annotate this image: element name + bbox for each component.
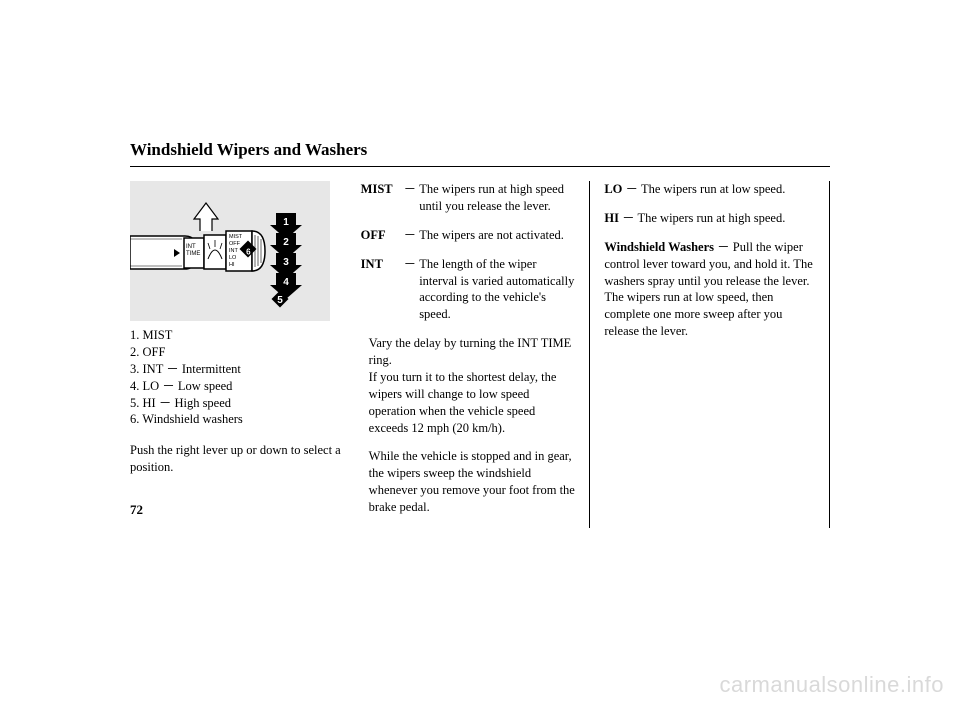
term-hi-body: The wipers run at high speed.: [637, 211, 785, 225]
callout-5: 5: [277, 295, 283, 306]
dash: －: [626, 182, 639, 196]
term-windshield-washers: Windshield Washers － Pull the wiper cont…: [604, 239, 819, 340]
content-columns: INT TIME MIST OFF INT LO HI: [130, 181, 830, 528]
term-hi-label: HI: [604, 211, 619, 225]
stalk-label-mist: MIST: [229, 234, 243, 240]
term-lo: LO － The wipers run at low speed.: [604, 181, 819, 198]
legend-1: 1. MIST: [130, 327, 345, 344]
term-ww-label: Windshield Washers: [604, 240, 714, 254]
column-2: MIST － The wipers run at high speed unti…: [355, 181, 591, 528]
page-title: Windshield Wipers and Washers: [130, 140, 830, 160]
page-number: 72: [130, 502, 143, 518]
term-lo-label: LO: [604, 182, 622, 196]
watermark: carmanualsonline.info: [719, 672, 944, 698]
term-ww-body: Pull the wiper control lever toward you,…: [604, 240, 812, 338]
term-int-label: INT: [361, 256, 401, 324]
callout-4: 4: [283, 277, 289, 288]
callout-1: 1: [283, 217, 289, 228]
column-3: LO － The wipers run at low speed. HI － T…: [590, 181, 830, 528]
legend-5: 5. HI － High speed: [130, 395, 345, 412]
term-off-label: OFF: [361, 227, 401, 244]
legend-4: 4. LO － Low speed: [130, 378, 345, 395]
term-mist: MIST － The wipers run at high speed unti…: [361, 181, 576, 215]
legend-2: 2. OFF: [130, 344, 345, 361]
term-off: OFF － The wipers are not activated.: [361, 227, 576, 244]
callout-6: 6: [246, 248, 251, 257]
term-mist-body: The wipers run at high speed until you r…: [419, 181, 575, 215]
wiper-stalk-svg: INT TIME MIST OFF INT LO HI: [130, 181, 330, 321]
stalk-label-int: INT: [229, 248, 239, 254]
dash: －: [401, 227, 420, 244]
col1-instruction: Push the right lever up or down to selec…: [130, 442, 345, 476]
dash: －: [717, 240, 730, 254]
term-mist-label: MIST: [361, 181, 401, 215]
dash: －: [401, 181, 420, 215]
term-int-body: The length of the wiper interval is vari…: [419, 256, 575, 324]
legend-6: 6. Windshield washers: [130, 411, 345, 428]
dash: －: [622, 211, 635, 225]
stalk-label-lo: LO: [229, 255, 237, 261]
int-para-1: Vary the delay by turning the INT TIME r…: [369, 335, 576, 436]
wiper-stalk-figure: INT TIME MIST OFF INT LO HI: [130, 181, 330, 321]
term-int: INT － The length of the wiper interval i…: [361, 256, 576, 324]
down-arrow-4: 4: [270, 273, 302, 299]
column-1: INT TIME MIST OFF INT LO HI: [130, 181, 355, 528]
int-para-2: While the vehicle is stopped and in gear…: [369, 448, 576, 516]
stalk-label-hi: HI: [229, 262, 235, 268]
label-int: INT: [186, 244, 196, 250]
term-off-body: The wipers are not activated.: [419, 227, 575, 244]
legend-3: 3. INT － Intermittent: [130, 361, 345, 378]
figure-legend: 1. MIST 2. OFF 3. INT － Intermittent 4. …: [130, 327, 345, 428]
label-time: TIME: [186, 251, 200, 257]
stalk-label-off: OFF: [229, 241, 241, 247]
callout-2: 2: [283, 237, 289, 248]
title-rule: [130, 166, 830, 167]
dash: －: [401, 256, 420, 324]
term-lo-body: The wipers run at low speed.: [641, 182, 785, 196]
callout-3: 3: [283, 257, 289, 268]
term-hi: HI － The wipers run at high speed.: [604, 210, 819, 227]
